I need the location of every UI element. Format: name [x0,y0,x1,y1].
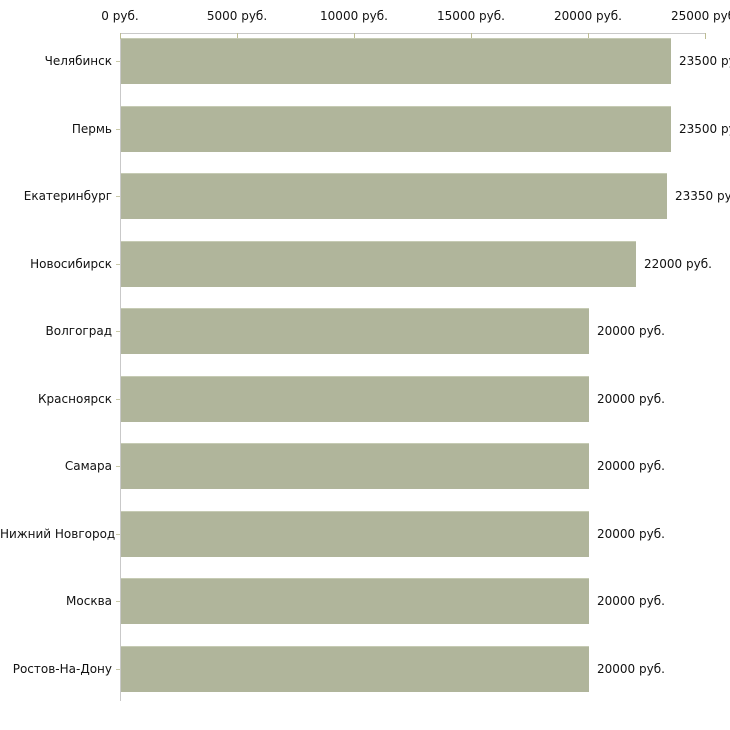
category-label: Челябинск [44,54,112,68]
category-label: Москва [66,594,112,608]
category-label: Самара [64,459,112,473]
value-label: 23350 руб. [675,189,730,203]
value-label: 23500 руб. [679,122,730,136]
x-axis-tick [471,33,472,39]
y-axis-tick [116,399,120,400]
bar [121,241,636,287]
bar [121,106,671,152]
x-axis-tick [120,33,121,39]
y-axis-tick [116,601,120,602]
bar [121,173,667,219]
bar [121,38,671,84]
y-axis-tick [116,196,120,197]
x-axis-tick-label: 15000 руб. [437,9,505,23]
x-axis-tick [237,33,238,39]
x-axis-tick-label: 10000 руб. [320,9,388,23]
category-label: Нижний Новгород [0,527,116,541]
category-label: Пермь [71,122,112,136]
y-axis-tick [116,331,120,332]
x-axis-tick-label: 5000 руб. [206,9,268,23]
x-axis-tick [705,33,706,39]
category-label: Екатеринбург [23,189,112,203]
value-label: 20000 руб. [597,324,665,338]
x-axis-tick-label: 25000 руб. [671,9,730,23]
y-axis-tick [116,129,120,130]
bar [121,308,589,354]
value-label: 20000 руб. [597,594,665,608]
y-axis-line [120,33,121,701]
value-label: 20000 руб. [597,392,665,406]
x-axis-tick-label: 0 руб. [101,9,139,23]
x-axis-tick [354,33,355,39]
y-axis-tick [116,264,120,265]
x-axis-tick-label: 20000 руб. [554,9,622,23]
bar [121,443,589,489]
bar [121,511,589,557]
bar [121,376,589,422]
y-axis-tick [116,466,120,467]
category-label: Красноярск [38,392,112,406]
value-label: 20000 руб. [597,459,665,473]
bar [121,646,589,692]
y-axis-tick [116,534,120,535]
category-label: Новосибирск [30,257,112,271]
x-axis-line [120,33,706,34]
bar [121,578,589,624]
value-label: 20000 руб. [597,662,665,676]
value-label: 23500 руб. [679,54,730,68]
category-label: Ростов-На-Дону [12,662,112,676]
y-axis-tick [116,669,120,670]
category-label: Волгоград [45,324,112,338]
y-axis-tick [116,61,120,62]
value-label: 22000 руб. [644,257,712,271]
value-label: 20000 руб. [597,527,665,541]
x-axis-tick [588,33,589,39]
